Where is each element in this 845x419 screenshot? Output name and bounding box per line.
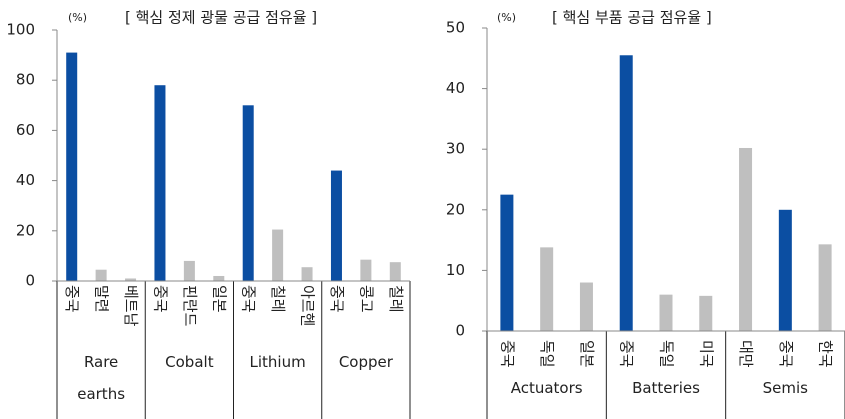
x-tick-label: 미국	[697, 340, 715, 368]
x-tick-label: 칠레	[387, 285, 405, 313]
y-tick-label: 100	[6, 21, 35, 39]
bar	[66, 52, 78, 282]
group-label: Batteries	[632, 379, 700, 397]
bar	[699, 295, 713, 331]
group-label: Copper	[338, 353, 393, 371]
x-tick-label: 핀란드	[181, 285, 199, 327]
y-tick-label: 0	[455, 322, 465, 340]
x-tick-label: 중국	[151, 285, 169, 313]
bar	[579, 282, 593, 331]
group-label: Actuators	[510, 379, 583, 397]
y-tick-label: 20	[16, 221, 35, 239]
bar	[500, 194, 514, 331]
x-tick-label: 콩고	[357, 285, 375, 313]
x-tick-label: 아르헨	[299, 285, 317, 326]
x-tick-label: 한국	[817, 340, 835, 368]
y-tick-label: 30	[446, 140, 465, 158]
x-tick-label: 일본	[578, 340, 596, 368]
bar	[360, 259, 372, 281]
x-tick-label: 중국	[498, 340, 516, 368]
group-label-box: Semis	[762, 379, 808, 397]
y-tick-label: 10	[446, 261, 465, 279]
x-tick-label: 중국	[240, 285, 258, 313]
x-tick-label: 독일	[538, 340, 556, 368]
x-tick-label: 칠레	[269, 285, 287, 313]
y-tick-label: 0	[25, 272, 35, 290]
x-tick-label: 말련	[93, 285, 111, 313]
group-label-box: Cobalt	[165, 353, 214, 371]
y-tick-label: 60	[16, 121, 35, 139]
chart-title: [ 핵심 부품 공급 점유율 ]	[552, 9, 712, 27]
y-tick-label: 80	[16, 71, 35, 89]
group-label-box: Copper	[338, 353, 393, 371]
chart-title: [ 핵심 정제 광물 공급 점유율 ]	[125, 9, 317, 27]
bar	[330, 170, 342, 281]
group-label-box: Lithium	[249, 353, 306, 371]
x-tick-label: 중국	[63, 285, 81, 313]
bar	[183, 260, 195, 281]
y-unit: (%)	[68, 11, 87, 24]
x-tick-label: 중국	[618, 340, 636, 368]
bar	[540, 247, 554, 331]
bar	[301, 267, 313, 281]
x-tick-label: 중국	[328, 285, 346, 313]
y-tick-label: 40	[16, 171, 35, 189]
group-label-box: Actuators	[510, 379, 583, 397]
x-tick-label: 중국	[777, 340, 795, 368]
x-tick-label: 대만	[737, 340, 755, 368]
y-unit: (%)	[497, 11, 516, 24]
y-tick-label: 20	[446, 200, 465, 218]
bar	[242, 105, 254, 281]
group-label: Rare earths	[77, 353, 126, 403]
bar	[154, 85, 166, 281]
x-tick-label: 독일	[658, 340, 676, 368]
group-label: Cobalt	[165, 353, 214, 371]
group-label-box: Rare earths	[77, 353, 126, 403]
bar	[778, 209, 792, 331]
group-label: Lithium	[249, 353, 306, 371]
bar	[95, 269, 107, 281]
y-tick-label: 50	[446, 19, 465, 37]
bar	[272, 229, 284, 281]
bar	[389, 262, 401, 281]
bar	[125, 278, 137, 281]
x-tick-label: 베트남	[122, 285, 140, 327]
group-label-box: Batteries	[632, 379, 700, 397]
bar	[739, 147, 753, 331]
bar	[659, 294, 673, 331]
bar	[213, 275, 225, 281]
x-tick-label: 일본	[210, 285, 228, 313]
y-tick-label: 40	[446, 79, 465, 97]
bar	[818, 244, 832, 331]
group-label: Semis	[762, 379, 808, 397]
bar	[619, 55, 633, 332]
